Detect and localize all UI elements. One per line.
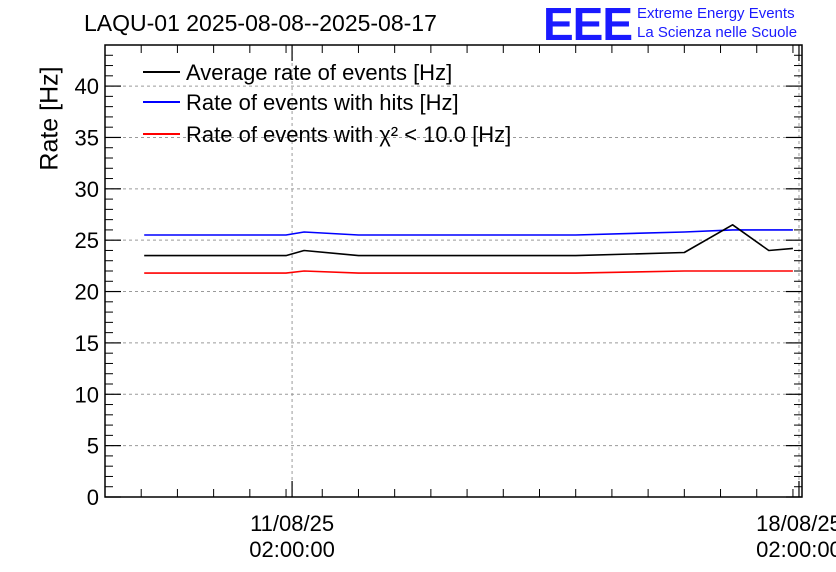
y-tick-label: 10 (75, 382, 99, 407)
grid-lines (105, 45, 802, 497)
y-tick-label: 5 (87, 434, 99, 459)
rate-series-average (144, 270, 793, 274)
eee-logo: EEE (543, 0, 633, 50)
x-tick-label-time: 02:00:00 (249, 537, 335, 562)
y-tick-label: 30 (75, 177, 99, 202)
y-tick-label: 15 (75, 331, 99, 356)
x-tick-label-date: 11/08/25 (250, 511, 334, 536)
rate-series-hits (144, 229, 793, 236)
legend-label-hits: Rate of events with hits [Hz] (186, 90, 459, 115)
y-tick-label: 35 (75, 125, 99, 150)
rate-series-chi2 (144, 224, 793, 257)
eee-logo-text: Extreme Energy Events La Scienza nelle S… (637, 4, 797, 42)
y-tick-label: 25 (75, 228, 99, 253)
y-tick-label: 40 (75, 74, 99, 99)
chart-title: LAQU-01 2025-08-08--2025-08-17 (84, 10, 437, 36)
y-axis-label: Rate [Hz] (35, 66, 64, 171)
y-tick-label: 0 (87, 485, 99, 510)
y-tick-label: 20 (75, 280, 99, 305)
axes: 051015202530354011/08/2502:00:0018/08/25… (75, 44, 836, 562)
x-tick-label-date: 18/08/25 (756, 511, 836, 536)
logo-line-2: La Scienza nelle Scuole (637, 24, 798, 41)
x-tick-label-time: 02:00:00 (756, 537, 836, 562)
logo-line-1: Extreme Energy Events (637, 5, 795, 22)
legend-label-chi2: Rate of events with χ² < 10.0 [Hz] (186, 122, 511, 147)
legend-label-average: Average rate of events [Hz] (186, 60, 452, 85)
plot-series (144, 224, 793, 274)
legend: Average rate of events [Hz] Rate of even… (143, 60, 511, 147)
